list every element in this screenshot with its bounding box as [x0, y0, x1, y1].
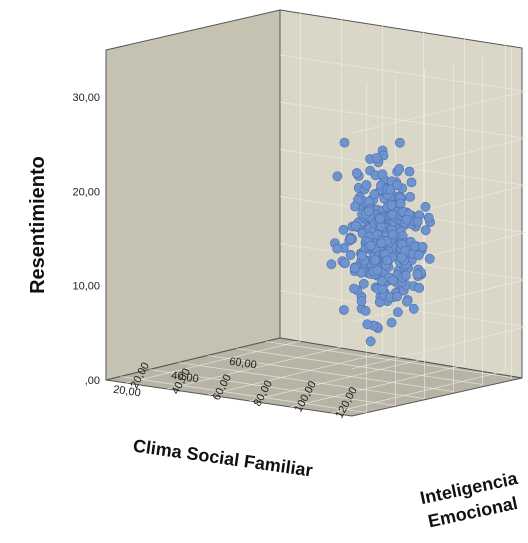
data-point — [338, 224, 349, 235]
grid-line-y — [279, 101, 527, 181]
grid-line-x — [236, 54, 483, 385]
data-point — [392, 291, 402, 302]
data-point — [412, 216, 423, 227]
data-point — [395, 198, 406, 209]
data-point — [424, 253, 435, 264]
data-point — [386, 317, 397, 328]
data-point — [413, 250, 424, 261]
data-point — [345, 234, 356, 244]
grid-line-z — [126, 11, 301, 384]
x-tick-label: 40,00 — [170, 370, 199, 386]
data-point — [350, 201, 360, 212]
data-point — [417, 241, 428, 252]
data-point — [356, 296, 367, 306]
left-wall — [105, 9, 281, 381]
y-axis-title: Resentimiento — [27, 156, 49, 294]
floor — [105, 337, 523, 417]
data-point — [338, 305, 349, 315]
grid-line-z — [249, 29, 424, 402]
data-point — [388, 275, 398, 286]
data-point — [408, 303, 419, 314]
data-point — [345, 249, 356, 260]
grid-line-x — [207, 61, 454, 392]
data-point — [326, 259, 337, 270]
data-point — [374, 297, 385, 308]
y-tick-label: 20,00 — [72, 186, 100, 198]
data-point — [365, 336, 376, 347]
data-point — [349, 263, 360, 273]
data-point — [376, 276, 387, 286]
data-point — [357, 250, 367, 261]
data-point — [387, 209, 398, 220]
data-point — [370, 255, 380, 265]
grid-lines — [120, 11, 527, 414]
data-point — [366, 240, 376, 251]
data-point — [423, 212, 434, 223]
data-point — [401, 296, 412, 307]
data-point — [372, 265, 383, 276]
data-point — [332, 171, 343, 182]
data-point — [400, 270, 411, 281]
y-tick-label: ,00 — [85, 375, 100, 387]
data-point — [382, 255, 393, 266]
grid-line-z — [290, 35, 465, 408]
data-point — [377, 169, 388, 180]
data-point — [420, 201, 431, 212]
x-axis-title: Clima Social Familiar — [132, 436, 314, 481]
data-point — [374, 213, 385, 224]
data-point — [349, 283, 359, 294]
data-point — [404, 166, 415, 177]
grid-line-z — [167, 17, 342, 390]
data-point — [394, 163, 405, 174]
data-point — [412, 269, 423, 280]
data-point — [420, 225, 431, 236]
grid-line-x — [265, 47, 512, 378]
y-tick-label: 10,00 — [72, 281, 100, 293]
grid-line-z — [331, 41, 506, 414]
grid-line-y — [279, 54, 527, 134]
data-point — [394, 137, 405, 148]
grid-line-x — [178, 68, 425, 399]
data-point — [360, 305, 371, 316]
data-points — [326, 137, 435, 347]
data-point — [358, 278, 369, 289]
grid-line-z — [208, 23, 383, 396]
y-tick-label: 30,00 — [72, 92, 100, 104]
data-point — [385, 184, 396, 195]
data-point — [351, 168, 362, 178]
x-tick-label: 20,00 — [112, 384, 141, 400]
data-point — [376, 238, 387, 248]
data-point — [396, 252, 407, 263]
data-point — [340, 258, 350, 268]
data-point — [406, 177, 417, 188]
data-point — [362, 319, 373, 330]
data-point — [339, 137, 350, 148]
data-point — [371, 153, 382, 163]
data-point — [387, 229, 398, 240]
data-point — [363, 206, 374, 217]
x-tick-label: 60,00 — [228, 356, 257, 372]
data-point — [392, 307, 403, 318]
data-point — [369, 189, 380, 200]
data-point — [332, 243, 342, 254]
data-point — [414, 282, 425, 293]
data-point — [350, 220, 361, 231]
data-point — [361, 180, 372, 190]
data-point — [401, 214, 412, 225]
data-point — [405, 191, 415, 202]
